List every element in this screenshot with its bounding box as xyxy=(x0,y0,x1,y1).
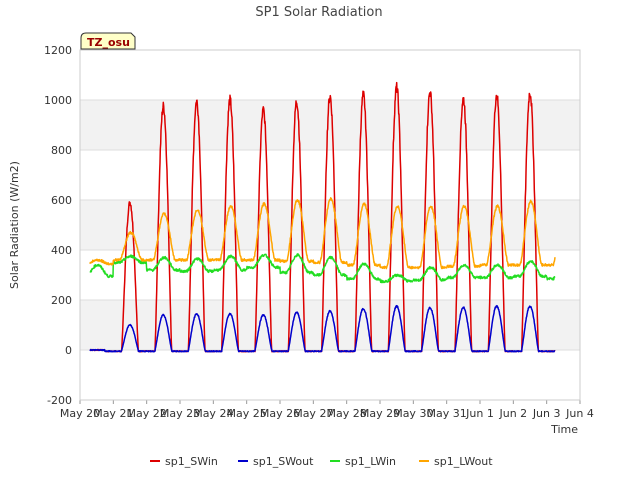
legend-label-sp1_LWin: sp1_LWin xyxy=(345,455,396,468)
x-tick-label: Jun 3 xyxy=(532,407,561,420)
x-tick-label: May 20 xyxy=(60,407,100,420)
y-tick-label: 0 xyxy=(65,344,72,357)
y-tick-label: 1000 xyxy=(44,94,72,107)
series-line-sp1_LWin xyxy=(89,253,556,284)
plot-frame xyxy=(79,49,581,401)
plot-band xyxy=(80,100,580,150)
annotation-badge: TZ_osu xyxy=(80,32,136,50)
plot-bands xyxy=(80,100,580,350)
y-tick-label: 800 xyxy=(51,144,72,157)
x-tick-label: Jun 2 xyxy=(498,407,527,420)
y-tick-label: -200 xyxy=(47,394,72,407)
series-line-sp1_LWout xyxy=(89,197,556,270)
x-tick-label: May 28 xyxy=(327,407,367,420)
y-tick-label: 600 xyxy=(51,194,72,207)
chart-title: SP1 Solar Radiation xyxy=(255,5,382,20)
y-tick-labels: -200 0 200 400 600 800 1000 1200 xyxy=(44,44,72,407)
y-tick-label: 400 xyxy=(51,244,72,257)
legend-label-sp1_SWout: sp1_SWout xyxy=(253,455,314,468)
x-tick-label: May 23 xyxy=(160,407,200,420)
legend: sp1_SWin sp1_SWout sp1_LWin sp1_LWout xyxy=(150,455,493,468)
legend-label-sp1_LWout: sp1_LWout xyxy=(434,455,493,468)
y-tick-label: 200 xyxy=(51,294,72,307)
plot-band xyxy=(80,300,580,350)
y-axis-label: Solar Radiation (W/m2) xyxy=(8,161,21,289)
x-axis-label: Time xyxy=(550,423,578,436)
x-tick-label: Jun 4 xyxy=(565,407,594,420)
x-tick-label: May 29 xyxy=(360,407,400,420)
x-tick-label: May 21 xyxy=(93,407,133,420)
annotation-label: TZ_osu xyxy=(87,36,130,49)
x-tick-label: May 24 xyxy=(193,407,233,420)
x-tick-label: May 30 xyxy=(393,407,433,420)
x-tick-label: May 25 xyxy=(227,407,267,420)
legend-label-sp1_SWin: sp1_SWin xyxy=(165,455,218,468)
x-tick-label: May 22 xyxy=(127,407,167,420)
x-tick-label: May 26 xyxy=(260,407,300,420)
x-tick-label: Jun 1 xyxy=(465,407,494,420)
series-group xyxy=(89,81,556,353)
y-tick-label: 1200 xyxy=(44,44,72,57)
x-tick-label: May 31 xyxy=(427,407,467,420)
x-tick-label: May 27 xyxy=(293,407,333,420)
series-line-sp1_SWout xyxy=(89,304,556,353)
